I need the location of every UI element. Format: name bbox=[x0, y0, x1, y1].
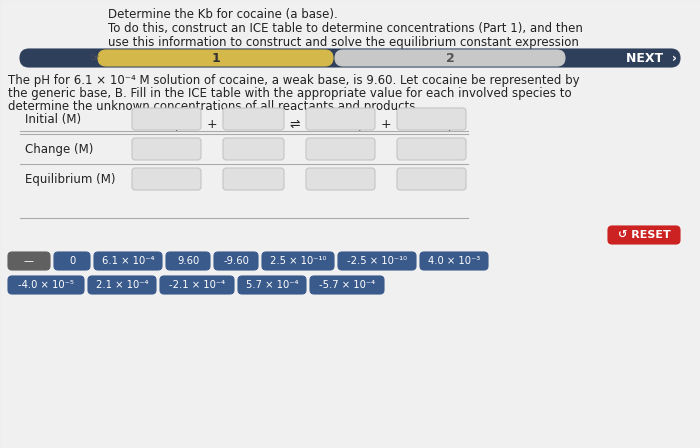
FancyBboxPatch shape bbox=[132, 138, 201, 160]
FancyBboxPatch shape bbox=[262, 252, 334, 270]
Text: ↺ RESET: ↺ RESET bbox=[617, 230, 671, 240]
FancyBboxPatch shape bbox=[306, 138, 375, 160]
FancyBboxPatch shape bbox=[397, 168, 466, 190]
FancyBboxPatch shape bbox=[223, 108, 284, 130]
FancyBboxPatch shape bbox=[238, 276, 306, 294]
FancyBboxPatch shape bbox=[54, 252, 90, 270]
FancyBboxPatch shape bbox=[94, 252, 162, 270]
FancyBboxPatch shape bbox=[310, 276, 384, 294]
Text: 5.7 × 10⁻⁴: 5.7 × 10⁻⁴ bbox=[246, 280, 298, 290]
Text: 6.1 × 10⁻⁴: 6.1 × 10⁻⁴ bbox=[102, 256, 154, 266]
Text: NEXT  ›: NEXT › bbox=[626, 52, 678, 65]
Text: 1: 1 bbox=[211, 52, 220, 65]
Text: 9.60: 9.60 bbox=[177, 256, 199, 266]
FancyBboxPatch shape bbox=[338, 252, 416, 270]
Text: ☞: ☞ bbox=[90, 53, 100, 63]
FancyBboxPatch shape bbox=[306, 168, 375, 190]
Text: To do this, construct an ICE table to determine concentrations (Part 1), and the: To do this, construct an ICE table to de… bbox=[108, 22, 583, 35]
Text: B(aq): B(aq) bbox=[149, 118, 183, 131]
FancyBboxPatch shape bbox=[223, 138, 284, 160]
FancyBboxPatch shape bbox=[335, 50, 565, 66]
FancyBboxPatch shape bbox=[223, 168, 284, 190]
Text: 2.1 × 10⁻⁴: 2.1 × 10⁻⁴ bbox=[96, 280, 148, 290]
Text: +: + bbox=[381, 118, 391, 131]
Text: 0: 0 bbox=[69, 256, 75, 266]
FancyBboxPatch shape bbox=[397, 108, 466, 130]
Text: +: + bbox=[206, 118, 217, 131]
Text: the generic base, B. Fill in the ICE table with the appropriate value for each i: the generic base, B. Fill in the ICE tab… bbox=[8, 87, 572, 100]
Text: -2.5 × 10⁻¹⁰: -2.5 × 10⁻¹⁰ bbox=[347, 256, 407, 266]
Text: —: — bbox=[24, 256, 34, 266]
Text: Equilibrium (M): Equilibrium (M) bbox=[25, 172, 116, 185]
Text: Change (M): Change (M) bbox=[25, 142, 93, 155]
Text: ⇌: ⇌ bbox=[290, 118, 300, 131]
FancyBboxPatch shape bbox=[98, 50, 333, 66]
Text: BH⁺(aq): BH⁺(aq) bbox=[407, 118, 456, 131]
FancyBboxPatch shape bbox=[20, 49, 680, 67]
Text: -9.60: -9.60 bbox=[223, 256, 249, 266]
FancyBboxPatch shape bbox=[166, 252, 210, 270]
FancyBboxPatch shape bbox=[160, 276, 234, 294]
Text: H₂O(l): H₂O(l) bbox=[234, 118, 272, 131]
Text: OH⁻(aq): OH⁻(aq) bbox=[315, 118, 366, 131]
Text: -2.1 × 10⁻⁴: -2.1 × 10⁻⁴ bbox=[169, 280, 225, 290]
Text: determine the unknown concentrations of all reactants and products.: determine the unknown concentrations of … bbox=[8, 100, 419, 113]
FancyBboxPatch shape bbox=[608, 226, 680, 244]
Text: Determine the Kb for cocaine (a base).: Determine the Kb for cocaine (a base). bbox=[108, 8, 337, 21]
Text: Initial (M): Initial (M) bbox=[25, 112, 81, 125]
FancyBboxPatch shape bbox=[397, 138, 466, 160]
Text: The pH for 6.1 × 10⁻⁴ M solution of cocaine, a weak base, is 9.60. Let cocaine b: The pH for 6.1 × 10⁻⁴ M solution of coca… bbox=[8, 74, 580, 87]
FancyBboxPatch shape bbox=[8, 252, 50, 270]
FancyBboxPatch shape bbox=[88, 276, 156, 294]
Text: 2.5 × 10⁻¹⁰: 2.5 × 10⁻¹⁰ bbox=[270, 256, 326, 266]
Text: 4.0 × 10⁻³: 4.0 × 10⁻³ bbox=[428, 256, 480, 266]
Text: 2: 2 bbox=[446, 52, 454, 65]
FancyBboxPatch shape bbox=[132, 168, 201, 190]
Text: use this information to construct and solve the equilibrium constant expression: use this information to construct and so… bbox=[108, 36, 579, 49]
Text: -4.0 × 10⁻⁵: -4.0 × 10⁻⁵ bbox=[18, 280, 74, 290]
FancyBboxPatch shape bbox=[420, 252, 488, 270]
FancyBboxPatch shape bbox=[8, 276, 84, 294]
FancyBboxPatch shape bbox=[132, 108, 201, 130]
FancyBboxPatch shape bbox=[214, 252, 258, 270]
FancyBboxPatch shape bbox=[306, 108, 375, 130]
Text: -5.7 × 10⁻⁴: -5.7 × 10⁻⁴ bbox=[319, 280, 375, 290]
Text: (Part 2). Complete Parts 1-2 before submitting your answer.: (Part 2). Complete Parts 1-2 before subm… bbox=[108, 50, 462, 63]
